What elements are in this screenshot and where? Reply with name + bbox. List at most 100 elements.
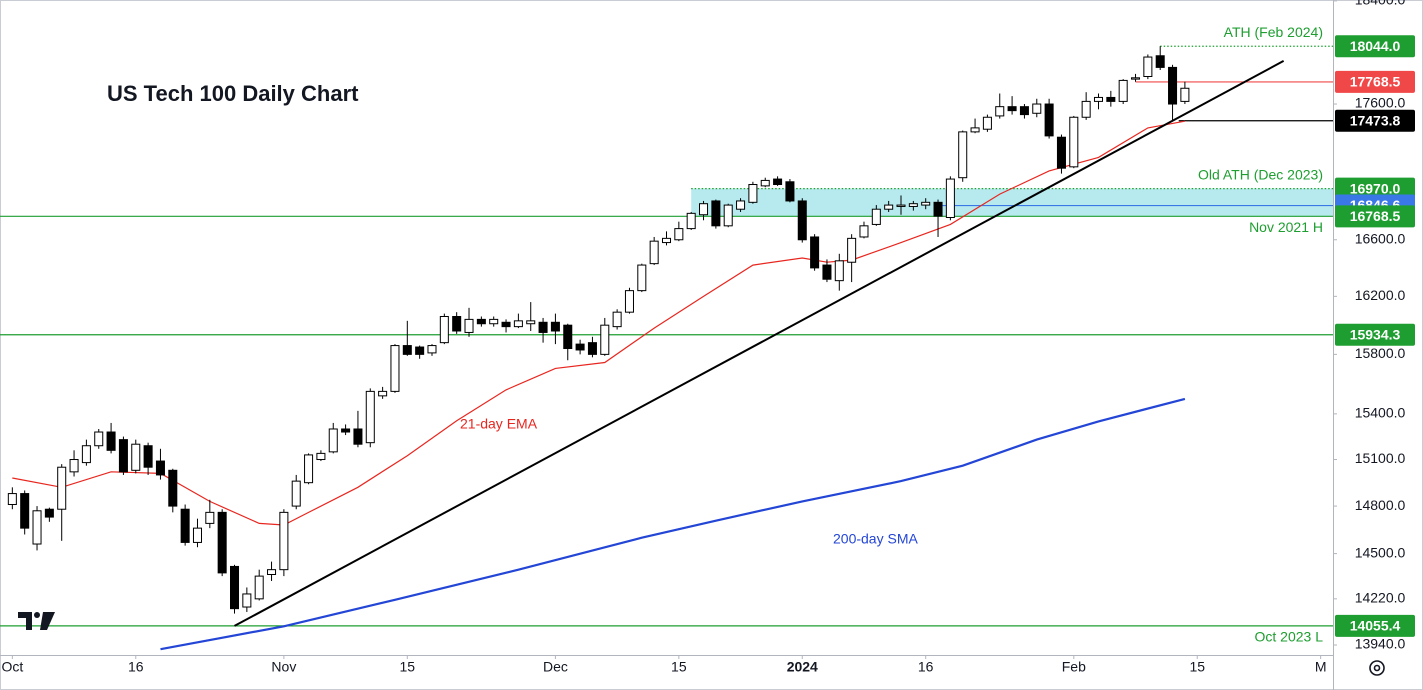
candle-body — [476, 318, 486, 325]
candle-body — [341, 428, 351, 433]
candle-body — [464, 318, 474, 333]
candle-body — [1044, 103, 1054, 137]
candle-body — [538, 321, 548, 333]
candle-body — [192, 527, 202, 543]
candle-body — [180, 508, 190, 543]
candle-body — [1180, 87, 1190, 102]
candle-body — [415, 346, 425, 355]
candle-body — [550, 321, 560, 332]
candle-body — [1069, 116, 1079, 168]
level-label: 17473.8 — [1350, 112, 1401, 128]
logo — [18, 612, 55, 630]
level-note: Old ATH (Dec 2023) — [1198, 166, 1323, 182]
candle-body — [439, 315, 449, 344]
trendline — [234, 60, 1285, 627]
candle-body — [686, 212, 696, 230]
candle-body — [1118, 79, 1128, 102]
candle-body — [32, 510, 42, 545]
level-label-bg — [1335, 109, 1415, 132]
candle-body — [1056, 136, 1066, 169]
candle-body — [884, 204, 894, 210]
candle-body — [1032, 103, 1042, 114]
level-label: 16970.0 — [1350, 180, 1401, 196]
candle-body — [699, 203, 709, 216]
candle-body — [267, 569, 277, 575]
candle-body — [57, 466, 67, 510]
candle-body — [810, 236, 820, 269]
candle-body — [452, 315, 462, 332]
x-tick-label: Oct — [1, 659, 23, 675]
candle-body — [563, 324, 573, 350]
candle-body — [612, 311, 622, 328]
candle-body — [921, 201, 931, 206]
level-note: ATH (Feb 2024) — [1224, 24, 1323, 40]
ma-line — [12, 120, 1186, 526]
candle-body — [600, 324, 610, 355]
candle-body — [859, 225, 869, 238]
candle-body — [748, 184, 758, 203]
candle-body — [834, 260, 844, 282]
level-label: 18044.0 — [1350, 38, 1401, 54]
ma-line — [160, 397, 1186, 651]
candle-body — [143, 445, 153, 468]
candle-body — [489, 318, 499, 325]
x-tick-label: Dec — [543, 659, 568, 675]
x-tick-label: Nov — [271, 659, 296, 675]
y-tick-label: 17600.0 — [1355, 95, 1406, 111]
candle-body — [378, 390, 388, 397]
y-tick-label: 16600.0 — [1355, 230, 1406, 246]
level-label-bg — [1335, 70, 1415, 93]
candle-body — [1143, 56, 1153, 78]
candle-body — [155, 460, 165, 476]
ma-label: 200-day SMA — [833, 531, 918, 547]
candle-body — [896, 204, 906, 207]
level-label: 14055.4 — [1350, 618, 1401, 634]
candle-body — [304, 454, 314, 484]
candle-body — [229, 565, 240, 610]
candle-body — [44, 508, 54, 518]
x-tick-label: 15 — [400, 659, 416, 675]
x-tick-label: 15 — [671, 659, 687, 675]
candle-body — [773, 178, 783, 186]
candle-body — [624, 290, 634, 313]
candle-body — [7, 493, 17, 506]
candle-body — [20, 493, 30, 529]
candle-body — [649, 240, 659, 265]
candle-body — [526, 320, 536, 325]
plot-area: ATH (Feb 2024) Old ATH (Dec 2023) Nov 2021… — [0, 24, 1333, 651]
level-note: Nov 2021 H — [1249, 219, 1323, 235]
candle-body — [254, 575, 264, 600]
candle-body — [1019, 106, 1029, 116]
candle-body — [637, 264, 647, 292]
level-label: 17768.5 — [1350, 74, 1401, 90]
candle-body — [908, 203, 918, 207]
candle-body — [945, 178, 955, 219]
candle-body — [1131, 77, 1141, 80]
x-tick-label: 16 — [918, 659, 934, 675]
level-label-bg — [1335, 35, 1415, 58]
candle-body — [1081, 100, 1091, 118]
candle-body — [1155, 55, 1165, 68]
y-tick-label: 15100.0 — [1355, 450, 1406, 466]
candle-body — [723, 204, 733, 227]
candle-body — [390, 345, 400, 392]
y-tick-label: 15800.0 — [1355, 345, 1406, 361]
candle-body — [365, 390, 375, 444]
candle-body — [575, 343, 585, 351]
candle-body — [131, 443, 141, 471]
candle-body — [797, 200, 807, 241]
candle-body — [958, 131, 968, 179]
candle-body — [402, 345, 412, 355]
y-tick-label: 15400.0 — [1355, 405, 1406, 421]
candle-body — [982, 116, 992, 130]
candle-body — [242, 593, 252, 608]
candle-body — [316, 452, 326, 461]
candle-body — [1007, 106, 1017, 112]
candle-body — [353, 428, 363, 445]
level-note: Oct 2023 L — [1255, 629, 1324, 645]
candle-body — [995, 106, 1005, 117]
x-tick-label: M — [1315, 659, 1327, 675]
candle-body — [81, 445, 91, 464]
settings-button[interactable] — [1369, 660, 1385, 676]
level-label-bg — [1335, 177, 1415, 200]
